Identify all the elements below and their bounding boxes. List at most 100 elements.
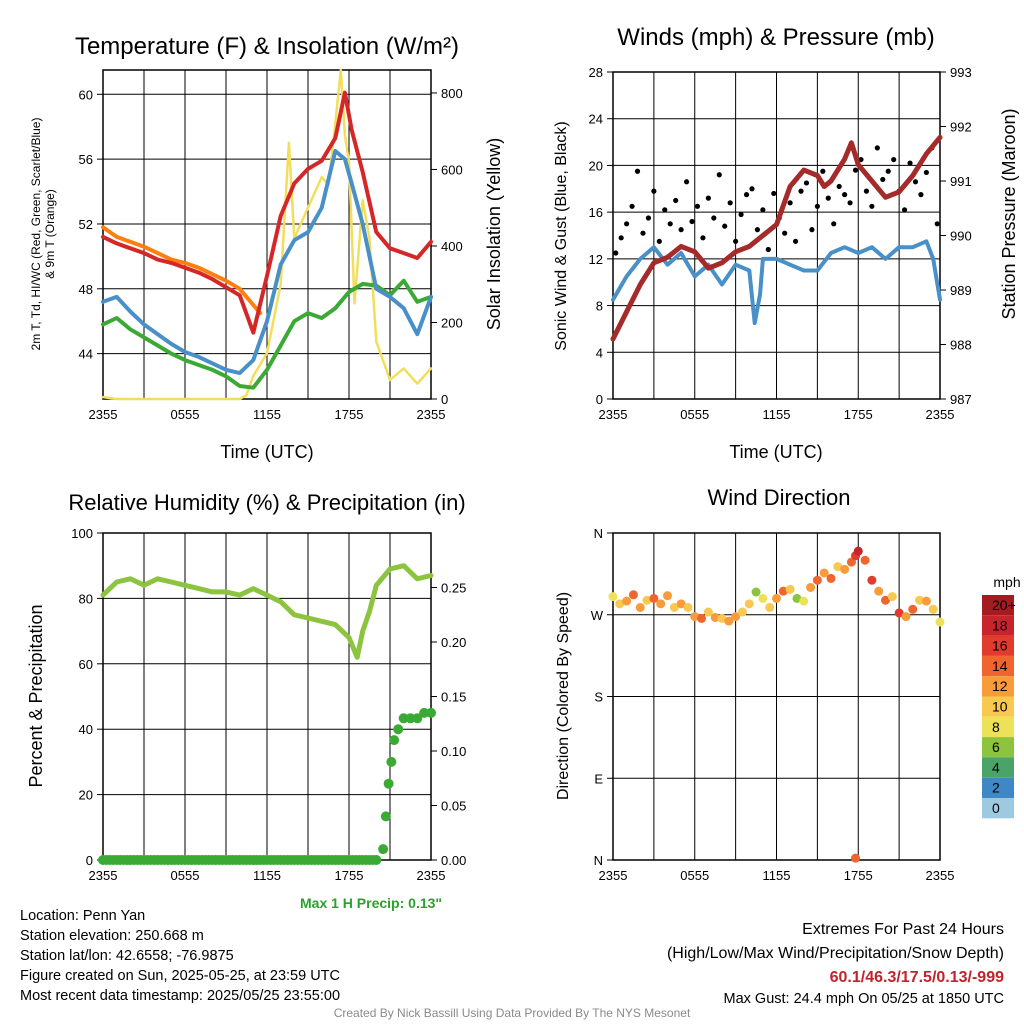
direction-point	[826, 573, 836, 583]
dir-panel-y-tick-label: S	[594, 690, 603, 705]
precip-point	[389, 735, 400, 746]
rh-panel-x-tick-label: 2355	[89, 868, 118, 883]
max-precip-note: Max 1 H Precip: 0.13"	[300, 895, 443, 911]
wind-x-axis-label: Time (UTC)	[729, 442, 822, 462]
speed-legend-swatch	[982, 635, 1014, 656]
recent-data-text: Most recent data timestamp: 2025/05/25 2…	[20, 988, 341, 1004]
rh-panel-y-tick-label: 60	[79, 657, 93, 672]
direction-point	[860, 555, 870, 565]
direction-point	[737, 607, 747, 617]
wind-gust-point	[716, 172, 722, 178]
rh-series-relative-humidity	[100, 563, 434, 660]
dir-panel-x-tick-label: 2355	[926, 868, 955, 883]
wind-series-station-pressure	[610, 134, 943, 342]
rh-panel-y-tick-label: 40	[79, 722, 93, 737]
direction-point	[628, 590, 638, 600]
speed-legend-swatch	[982, 615, 1014, 636]
direction-point	[887, 592, 897, 602]
wind-gust-point	[613, 250, 619, 256]
wind-gust-point	[880, 176, 886, 183]
wind-gust-point	[923, 169, 929, 176]
temp-x-axis-label: Time (UTC)	[220, 442, 313, 462]
precip-point	[412, 713, 423, 724]
temp-panel-y-tick-label: 60	[79, 87, 93, 102]
wind-gust-point	[749, 186, 755, 192]
direction-point	[724, 616, 734, 626]
direction-point	[608, 592, 618, 602]
temp-panel-y-right-tick-label: 400	[441, 239, 463, 254]
wind-y-axis-label-right: Station Pressure (Maroon)	[999, 108, 1019, 319]
direction-point	[683, 602, 693, 612]
wind-gust-point	[651, 188, 657, 194]
wind-gust-point	[760, 207, 766, 213]
direction-point	[799, 596, 809, 606]
wind-gust-point	[683, 179, 690, 185]
precip-point	[378, 844, 389, 855]
wind-gust-point	[814, 203, 820, 209]
dir-panel-y-tick-label: N	[594, 526, 603, 541]
rh-panel-y-right-tick-label: 0.25	[441, 581, 466, 596]
temp-panel-y-right-tick-label: 0	[441, 392, 448, 407]
extremes-values: 60.1/46.3/17.5/0.13/-999	[829, 969, 1004, 986]
dir-panel-x-tick-label: 1755	[844, 868, 873, 883]
wind-panel-title: Winds (mph) & Pressure (mb)	[617, 24, 934, 51]
direction-point	[851, 853, 861, 863]
wind-gust-point	[918, 192, 924, 198]
temp-panel-y-right-tick-label: 800	[441, 86, 463, 101]
temp-panel-x-tick-label: 0555	[171, 407, 200, 422]
direction-point	[928, 604, 938, 614]
direction-point	[874, 586, 884, 596]
direction-point	[697, 613, 707, 623]
wind-panel-y-right-tick-label: 991	[950, 174, 972, 189]
temp-panel-title: Temperature (F) & Insolation (W/m²)	[75, 33, 459, 60]
max-gust-text: Max Gust: 24.4 mph On 05/25 at 1850 UTC	[723, 991, 1004, 1007]
speed-legend-swatch	[982, 757, 1014, 778]
wind-series-sonic-wind	[611, 239, 942, 326]
wind-gust-point	[852, 167, 859, 173]
direction-point	[615, 599, 625, 609]
wind-gust-point	[727, 200, 733, 206]
wind-gust-point	[711, 215, 717, 221]
temp-panel-x-tick-label: 1155	[253, 407, 281, 422]
wind-gust-point	[825, 195, 831, 201]
temp-panel-x-tick-label: 1755	[335, 407, 364, 422]
rh-panel-y-right-tick-label: 0.20	[441, 635, 466, 650]
direction-point	[622, 596, 632, 606]
credit-text: Created By Nick Bassill Using Data Provi…	[333, 1006, 691, 1020]
direction-point	[908, 604, 918, 614]
wind-gust-point	[765, 246, 771, 253]
speed-legend-swatch	[982, 595, 1014, 616]
latlon-text: Station lat/lon: 42.6558; -76.9875	[20, 948, 234, 964]
wind-gust-point	[803, 180, 810, 186]
wind-gust-point	[792, 238, 799, 244]
direction-point	[703, 607, 713, 617]
dir-panel-title: Wind Direction	[707, 485, 850, 510]
wind-panel-y-tick-label: 0	[596, 392, 603, 407]
rh-y-axis-label-left: Percent & Precipitation	[26, 604, 46, 787]
wind-gust-point	[891, 156, 897, 163]
direction-point	[806, 583, 816, 592]
direction-point	[812, 575, 822, 585]
dir-panel-y-tick-label: N	[594, 853, 603, 868]
speed-legend-title: mph	[993, 574, 1020, 590]
wind-gust-point	[640, 230, 646, 236]
speed-legend-label: 6	[992, 739, 1000, 755]
speed-legend-label: 2	[992, 780, 1000, 796]
extremes-box: Extremes For Past 24 Hours (High/Low/Max…	[667, 918, 1004, 1008]
wind-gust-point	[645, 215, 652, 221]
wind-panel-y-tick-label: 16	[589, 205, 603, 220]
wind-panel-y-right-tick-label: 992	[950, 120, 972, 135]
wind-gust-point	[678, 227, 684, 233]
direction-point	[935, 617, 945, 627]
wind-gust-point	[912, 179, 919, 185]
wind-gust-point	[874, 145, 880, 151]
direction-point	[846, 557, 856, 567]
wind-gust-point	[787, 200, 793, 206]
wind-panel-y-tick-label: 20	[589, 158, 603, 173]
wind-panel-y-right-tick-label: 990	[950, 229, 972, 244]
temp-y-axis-label-left: 2m T, Td, HI/WC (Red, Green, Scarlet/Blu…	[29, 118, 43, 351]
wind-gust-point	[694, 203, 701, 209]
speed-legend-label: 20+	[992, 597, 1016, 613]
direction-point	[710, 612, 720, 622]
rh-panel-x-tick-label: 0555	[171, 868, 200, 883]
